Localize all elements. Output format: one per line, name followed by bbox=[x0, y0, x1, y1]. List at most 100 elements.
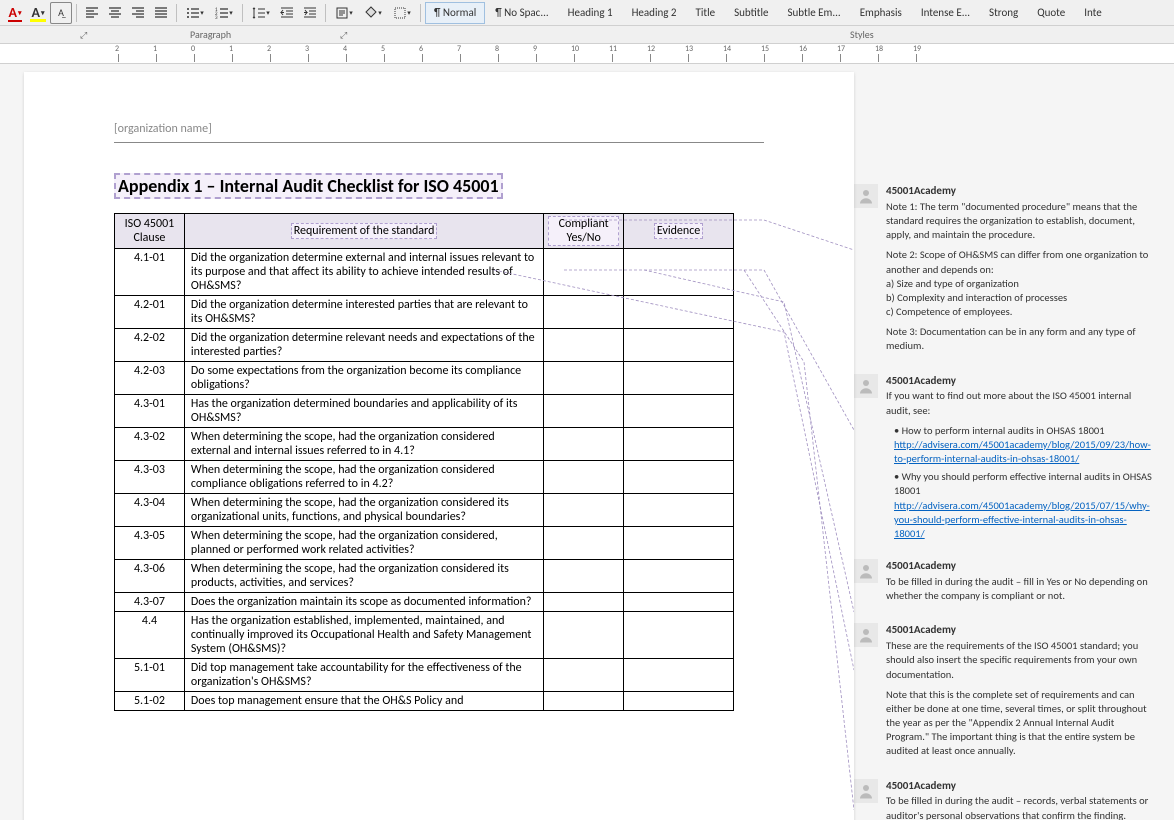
table-row[interactable]: 4.3-07Does the organization maintain its… bbox=[115, 593, 734, 612]
document-title-field[interactable]: Appendix 1 – Internal Audit Checklist fo… bbox=[114, 173, 503, 199]
cell-requirement[interactable]: Did the organization determine external … bbox=[184, 249, 543, 296]
table-row[interactable]: 5.1-02Does top management ensure that th… bbox=[115, 692, 734, 711]
style-9[interactable]: Strong bbox=[980, 2, 1027, 24]
cell-clause[interactable]: 4.2-02 bbox=[115, 329, 185, 362]
cell-compliant[interactable] bbox=[544, 612, 624, 659]
table-row[interactable]: 4.1-01Did the organization determine ext… bbox=[115, 249, 734, 296]
style-8[interactable]: Intense E... bbox=[912, 2, 979, 24]
table-row[interactable]: 5.1-01Did top management take accountabi… bbox=[115, 659, 734, 692]
cell-requirement[interactable]: Do some expectations from the organizati… bbox=[184, 362, 543, 395]
number-list-button[interactable]: 123▾ bbox=[210, 2, 238, 24]
cell-requirement[interactable]: Does the organization maintain its scope… bbox=[184, 593, 543, 612]
table-row[interactable]: 4.3-05When determining the scope, had th… bbox=[115, 527, 734, 560]
paragraph-expand-icon[interactable]: ⤢ bbox=[340, 30, 350, 40]
cell-compliant[interactable] bbox=[544, 249, 624, 296]
cell-requirement[interactable]: Did the organization determine intereste… bbox=[184, 296, 543, 329]
paragraph-settings-button[interactable]: ▾ bbox=[330, 2, 358, 24]
style-0[interactable]: ¶ Normal bbox=[425, 2, 485, 24]
cell-clause[interactable]: 5.1-01 bbox=[115, 659, 185, 692]
style-3[interactable]: Heading 2 bbox=[623, 2, 686, 24]
style-7[interactable]: Emphasis bbox=[851, 2, 911, 24]
indent-decrease-button[interactable] bbox=[276, 2, 298, 24]
cell-requirement[interactable]: When determining the scope, had the orga… bbox=[184, 494, 543, 527]
table-row[interactable]: 4.3-02When determining the scope, had th… bbox=[115, 428, 734, 461]
style-6[interactable]: Subtle Em... bbox=[778, 2, 849, 24]
cell-compliant[interactable] bbox=[544, 428, 624, 461]
cell-compliant[interactable] bbox=[544, 296, 624, 329]
cell-clause[interactable]: 4.3-04 bbox=[115, 494, 185, 527]
align-right-button[interactable] bbox=[127, 2, 149, 24]
cell-requirement[interactable]: When determining the scope, had the orga… bbox=[184, 461, 543, 494]
org-name-placeholder[interactable]: [organization name] bbox=[114, 122, 764, 136]
cell-evidence[interactable] bbox=[624, 249, 734, 296]
cell-compliant[interactable] bbox=[544, 395, 624, 428]
highlight-button[interactable]: A▾ bbox=[27, 2, 49, 24]
cell-compliant[interactable] bbox=[544, 494, 624, 527]
line-spacing-button[interactable]: ▾ bbox=[247, 2, 275, 24]
cell-clause[interactable]: 4.3-06 bbox=[115, 560, 185, 593]
cell-requirement[interactable]: Did top management take accountability f… bbox=[184, 659, 543, 692]
cell-requirement[interactable]: Has the organization established, implem… bbox=[184, 612, 543, 659]
table-row[interactable]: 4.3-04When determining the scope, had th… bbox=[115, 494, 734, 527]
table-row[interactable]: 4.3-03When determining the scope, had th… bbox=[115, 461, 734, 494]
cell-evidence[interactable] bbox=[624, 593, 734, 612]
cell-clause[interactable]: 4.3-01 bbox=[115, 395, 185, 428]
cell-evidence[interactable] bbox=[624, 395, 734, 428]
table-row[interactable]: 4.2-02Did the organization determine rel… bbox=[115, 329, 734, 362]
comment[interactable]: 45001AcademyNote 1: The term "documented… bbox=[854, 184, 1162, 360]
cell-clause[interactable]: 4.2-01 bbox=[115, 296, 185, 329]
cell-evidence[interactable] bbox=[624, 560, 734, 593]
cell-evidence[interactable] bbox=[624, 659, 734, 692]
comment[interactable]: 45001AcademyTo be filled in during the a… bbox=[854, 559, 1162, 609]
cell-evidence[interactable] bbox=[624, 612, 734, 659]
cell-compliant[interactable] bbox=[544, 329, 624, 362]
comment[interactable]: 45001AcademyThese are the requirements o… bbox=[854, 623, 1162, 764]
cell-clause[interactable]: 4.3-05 bbox=[115, 527, 185, 560]
cell-compliant[interactable] bbox=[544, 461, 624, 494]
cell-compliant[interactable] bbox=[544, 560, 624, 593]
bullet-list-button[interactable]: ▾ bbox=[181, 2, 209, 24]
align-justify-button[interactable] bbox=[150, 2, 172, 24]
cell-clause[interactable]: 4.1-01 bbox=[115, 249, 185, 296]
horizontal-ruler[interactable]: 21012345678910111213141516171819 bbox=[0, 44, 1174, 64]
table-row[interactable]: 4.3-06When determining the scope, had th… bbox=[115, 560, 734, 593]
table-row[interactable]: 4.4Has the organization established, imp… bbox=[115, 612, 734, 659]
font-color-button[interactable]: A▾ bbox=[4, 2, 26, 24]
cell-clause[interactable]: 4.4 bbox=[115, 612, 185, 659]
char-format-button[interactable]: A̲ bbox=[50, 2, 72, 24]
cell-clause[interactable]: 4.2-03 bbox=[115, 362, 185, 395]
cell-evidence[interactable] bbox=[624, 692, 734, 711]
style-2[interactable]: Heading 1 bbox=[559, 2, 622, 24]
cell-compliant[interactable] bbox=[544, 527, 624, 560]
cell-evidence[interactable] bbox=[624, 296, 734, 329]
cell-evidence[interactable] bbox=[624, 527, 734, 560]
cell-requirement[interactable]: When determining the scope, had the orga… bbox=[184, 560, 543, 593]
cell-clause[interactable]: 4.3-02 bbox=[115, 428, 185, 461]
cell-clause[interactable]: 4.3-03 bbox=[115, 461, 185, 494]
cell-compliant[interactable] bbox=[544, 659, 624, 692]
cell-compliant[interactable] bbox=[544, 593, 624, 612]
cell-clause[interactable]: 5.1-02 bbox=[115, 692, 185, 711]
borders-button[interactable]: ▾ bbox=[388, 2, 416, 24]
cell-compliant[interactable] bbox=[544, 692, 624, 711]
cell-evidence[interactable] bbox=[624, 428, 734, 461]
cell-requirement[interactable]: Does top management ensure that the OH&S… bbox=[184, 692, 543, 711]
style-4[interactable]: Title bbox=[687, 2, 725, 24]
cell-requirement[interactable]: When determining the scope, had the orga… bbox=[184, 428, 543, 461]
shading-button[interactable]: ▾ bbox=[359, 2, 387, 24]
style-11[interactable]: Inte bbox=[1075, 2, 1111, 24]
table-row[interactable]: 4.3-01Has the organization determined bo… bbox=[115, 395, 734, 428]
audit-checklist-table[interactable]: ISO 45001 Clause Requirement of the stan… bbox=[114, 213, 734, 711]
cell-requirement[interactable]: Did the organization determine relevant … bbox=[184, 329, 543, 362]
indent-increase-button[interactable] bbox=[299, 2, 321, 24]
table-row[interactable]: 4.2-01Did the organization determine int… bbox=[115, 296, 734, 329]
table-row[interactable]: 4.2-03Do some expectations from the orga… bbox=[115, 362, 734, 395]
comment[interactable]: 45001AcademyTo be filled in during the a… bbox=[854, 779, 1162, 820]
cell-evidence[interactable] bbox=[624, 494, 734, 527]
cell-evidence[interactable] bbox=[624, 362, 734, 395]
comment-link[interactable]: http://advisera.com/45001academy/blog/20… bbox=[894, 438, 1151, 465]
comment-link[interactable]: http://advisera.com/45001academy/blog/20… bbox=[894, 499, 1150, 540]
font-expand-icon[interactable]: ⤢ bbox=[80, 30, 90, 40]
comment[interactable]: 45001AcademyIf you want to find out more… bbox=[854, 374, 1162, 546]
cell-evidence[interactable] bbox=[624, 329, 734, 362]
